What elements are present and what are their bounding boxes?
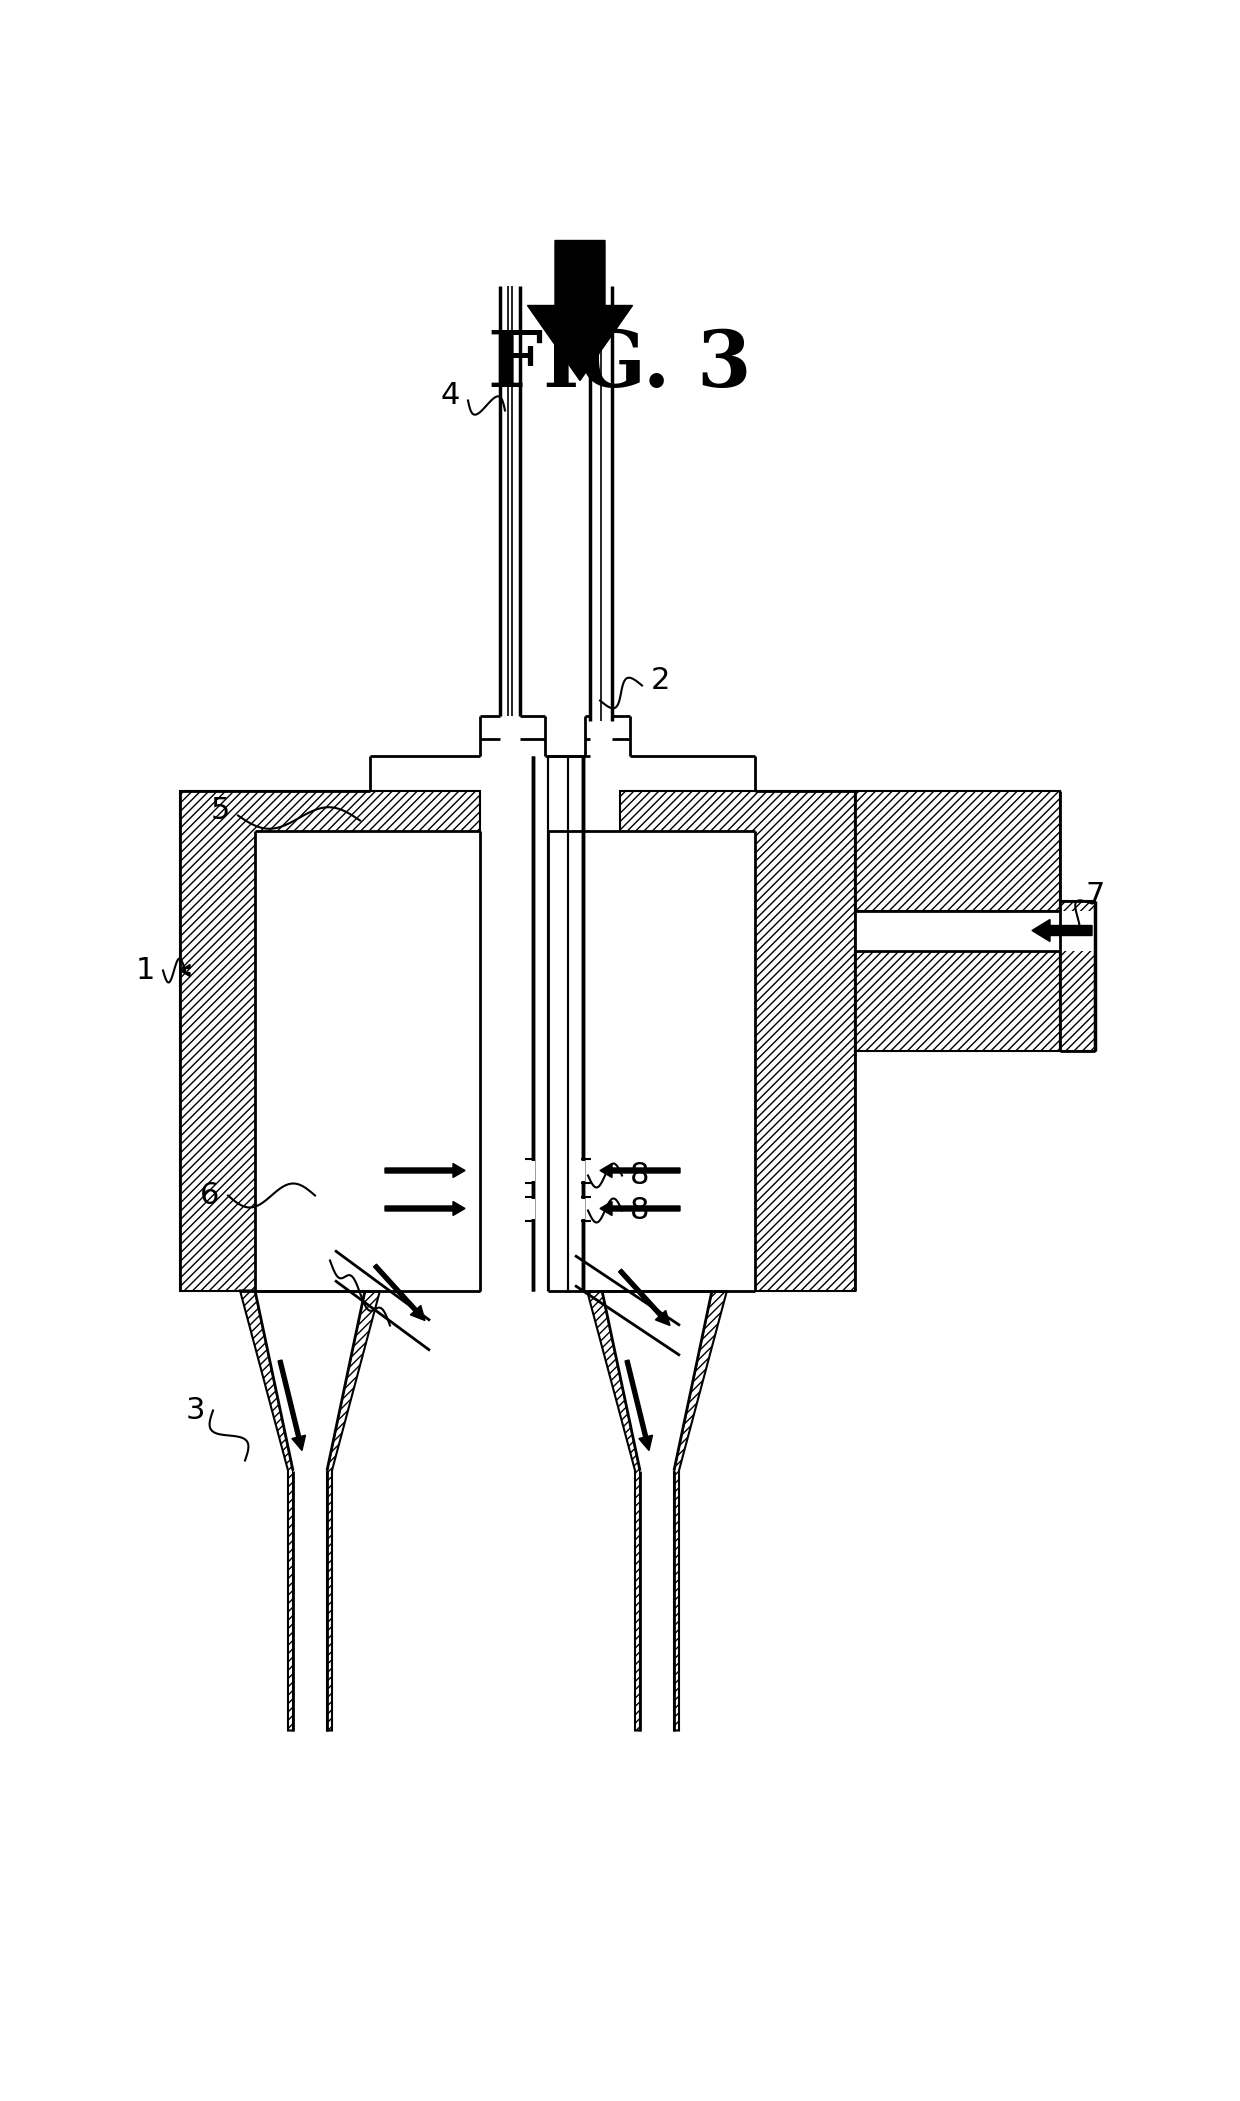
FancyArrow shape xyxy=(619,1269,670,1326)
Polygon shape xyxy=(675,1290,727,1731)
FancyArrow shape xyxy=(373,1265,425,1322)
Text: 1: 1 xyxy=(135,956,155,985)
Polygon shape xyxy=(587,1290,640,1731)
Bar xyxy=(585,716,632,756)
Polygon shape xyxy=(241,1290,293,1731)
Bar xyxy=(640,1471,663,1731)
Bar xyxy=(255,830,480,1290)
Bar xyxy=(856,790,1060,910)
Bar xyxy=(1060,901,1095,1050)
Text: 4: 4 xyxy=(440,380,460,410)
Text: 3: 3 xyxy=(185,1395,205,1424)
FancyArrow shape xyxy=(625,1359,652,1450)
FancyArrow shape xyxy=(1032,920,1092,941)
Bar xyxy=(548,830,755,1290)
FancyArrow shape xyxy=(180,964,190,977)
Bar xyxy=(856,950,1060,1050)
Text: 8: 8 xyxy=(630,1162,650,1189)
FancyArrow shape xyxy=(384,1202,465,1216)
Bar xyxy=(480,716,546,756)
Bar xyxy=(534,756,582,1290)
FancyArrow shape xyxy=(527,240,632,380)
Bar xyxy=(293,1471,317,1731)
Bar xyxy=(620,790,856,1290)
Bar xyxy=(180,790,480,1290)
Text: 6: 6 xyxy=(201,1181,219,1210)
Text: 5: 5 xyxy=(211,796,229,826)
Polygon shape xyxy=(255,1290,365,1471)
Bar xyxy=(500,286,520,716)
Text: FIG. 3: FIG. 3 xyxy=(489,328,751,403)
Polygon shape xyxy=(327,1290,379,1731)
Bar xyxy=(856,910,1060,950)
Bar xyxy=(590,286,613,721)
Text: 2: 2 xyxy=(650,666,670,695)
FancyArrow shape xyxy=(384,1164,465,1177)
FancyArrow shape xyxy=(278,1359,305,1450)
FancyArrow shape xyxy=(600,1202,680,1216)
Bar xyxy=(1060,910,1096,950)
FancyArrow shape xyxy=(600,1164,680,1177)
Text: 8: 8 xyxy=(630,1195,650,1225)
Polygon shape xyxy=(601,1290,712,1471)
Text: 7: 7 xyxy=(1085,880,1105,910)
